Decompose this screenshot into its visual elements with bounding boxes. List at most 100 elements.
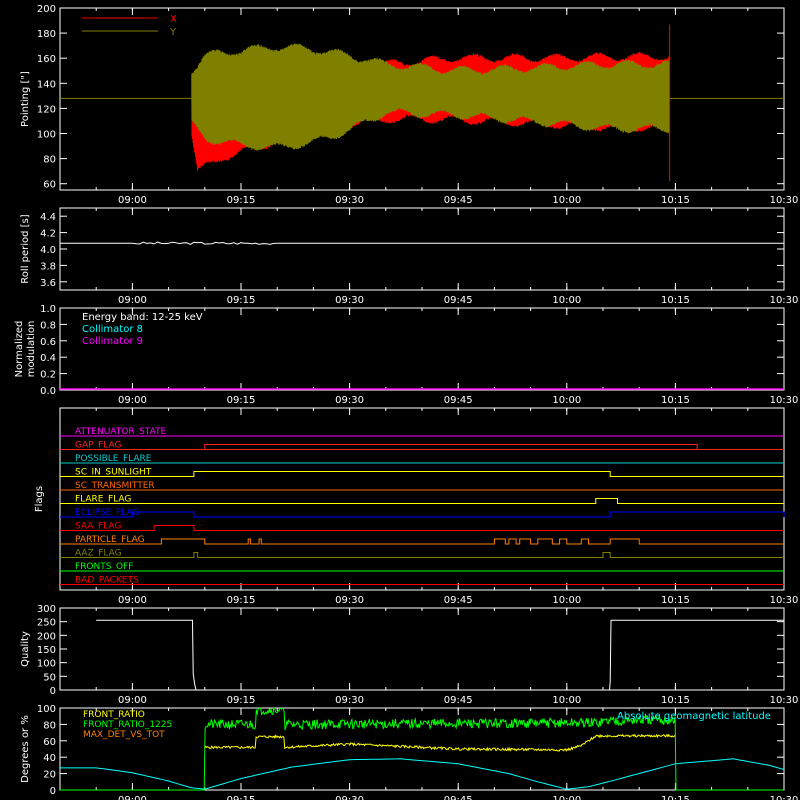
degrees-time-label: 09:15	[227, 795, 256, 800]
roll_period-time-label: 10:00	[552, 295, 581, 306]
flags-y-label-text: Flags	[34, 486, 45, 512]
front-ratio-1225-line	[60, 707, 784, 791]
degrees-y-tick-label: 80	[43, 720, 56, 731]
roll_period-y-tick-label: 4.4	[40, 212, 56, 223]
quality-y-tick-label: 250	[37, 618, 56, 629]
pointing-y-label-text: Pointing ["]	[20, 71, 31, 127]
flag-line-gap-flag	[60, 444, 784, 450]
degrees-time-label: 10:30	[770, 795, 799, 800]
flag-line-flare-flag	[60, 498, 784, 504]
modulation-y-tick-label: 0.8	[40, 320, 56, 331]
quality-y-tick-label: 150	[37, 645, 56, 656]
roll_period-y-label: Roll period [s]	[20, 214, 31, 283]
flag-label-sc-in-sunlight: SC_IN_SUNLIGHT	[75, 468, 152, 478]
modulation-time-label: 09:30	[335, 395, 364, 406]
modulation-y-label: Normalized modulation	[14, 321, 37, 378]
pointing-y-tick-label: 180	[37, 29, 56, 40]
quality-y-label-text: Quality	[20, 631, 31, 667]
degrees-time-label: 10:00	[552, 795, 581, 800]
degrees-legend-label: FRONT_RATIO_1225	[83, 720, 172, 730]
flag-line-saa-flag	[60, 525, 784, 531]
quality-y-tick-label: 300	[37, 604, 56, 615]
degrees-y-label-text: Degrees or %	[20, 715, 31, 783]
flag-label-bad-packets: BAD_PACKETS	[75, 576, 139, 586]
flag-label-fronts-off: FRONTS_OFF	[75, 562, 133, 572]
pointing-y-tick-label: 140	[37, 79, 56, 90]
roll_period-frame	[59, 207, 785, 291]
quality-line	[96, 619, 784, 691]
pointing-time-label: 10:15	[661, 195, 690, 206]
flag-label-attenuator-state: ATTENUATOR_STATE	[75, 427, 167, 437]
flag-label-gap-flag: GAP_FLAG	[75, 441, 121, 451]
roll-period-line	[60, 241, 784, 245]
roll_period-y-tick-label: 4.0	[40, 245, 56, 256]
modulation-annotation: Collimator 9	[82, 336, 143, 347]
flag-line-particle-flag	[60, 538, 784, 545]
modulation-annotation: Collimator 8	[82, 324, 143, 335]
pointing-time-label: 09:15	[227, 195, 256, 206]
panel-quality: 09:00 09:15 09:30 09:45 10:00 10:15 10:30 0 50 10…	[37, 604, 799, 706]
flags-time-label: 09:45	[444, 595, 473, 606]
degrees-time-label: 09:45	[444, 795, 473, 800]
latitude-line	[60, 758, 785, 790]
latitude-annotation: Absolute geomagnetic latitude	[617, 711, 771, 722]
pointing-y-tick-label: 200	[37, 4, 56, 15]
pointing-time-label: 09:30	[335, 195, 364, 206]
front-ratio-line	[204, 733, 676, 752]
roll_period-time-label: 09:45	[444, 295, 473, 306]
modulation-y-tick-label: 0.4	[40, 353, 56, 364]
pointing-y-tick-label: 60	[43, 180, 56, 191]
quality-y-tick-label: 50	[43, 672, 56, 683]
roll_period-time-label: 09:15	[227, 295, 256, 306]
modulation-y-tick-label: 0.6	[40, 337, 56, 348]
flag-line-aaz-flag	[60, 552, 784, 558]
degrees-time-label: 09:00	[118, 795, 147, 800]
quality-time-label: 09:15	[227, 695, 256, 706]
quality-time-label: 10:30	[770, 695, 799, 706]
degrees-time-label: 10:15	[661, 795, 690, 800]
degrees-y-tick-label: 20	[43, 770, 56, 781]
quality-y-tick-label: 100	[37, 659, 56, 670]
modulation-time-label: 09:00	[118, 395, 147, 406]
legend-label-x: X	[170, 14, 177, 25]
quality-time-label: 10:15	[661, 695, 690, 706]
flag-label-saa-flag: SAA_FLAG	[75, 522, 121, 532]
flags-frame	[59, 407, 785, 591]
pointing-time-label: 09:45	[444, 195, 473, 206]
degrees-legend-label: MAX_DET_VS_TOT	[83, 730, 165, 740]
degrees-y-tick-label: 0	[50, 786, 56, 797]
degrees-time-label: 09:30	[335, 795, 364, 800]
pointing-y-label: Pointing ["]	[20, 71, 31, 127]
quality-y-tick-label: 200	[37, 631, 56, 642]
pointing-time-label: 10:00	[552, 195, 581, 206]
flag-label-particle-flag: PARTICLE_FLAG	[75, 535, 145, 545]
flag-label-possible-flare: POSSIBLE_FLARE	[75, 454, 152, 464]
modulation-time-label: 10:00	[552, 395, 581, 406]
flag-line-eclipse-flag	[60, 511, 785, 518]
roll_period-y-label-text: Roll period [s]	[20, 214, 31, 283]
flags-time-label: 09:15	[227, 595, 256, 606]
roll_period-time-label: 09:30	[335, 295, 364, 306]
pointing-time-label: 10:30	[770, 195, 799, 206]
legend-label-y: Y	[169, 27, 177, 38]
flags-time-label: 09:30	[335, 595, 364, 606]
pointing-time-label: 09:00	[118, 195, 147, 206]
roll_period-y-tick-label: 3.8	[40, 261, 56, 272]
modulation-time-label: 09:15	[227, 395, 256, 406]
quality-y-tick-label: 0	[50, 686, 56, 697]
flag-line-sc-in-sunlight	[60, 471, 784, 477]
modulation-annotation: Energy band: 12-25 keV	[82, 312, 203, 323]
roll_period-y-tick-label: 3.6	[40, 278, 56, 289]
degrees-y-label: Degrees or %	[20, 715, 31, 783]
roll_period-time-label: 10:30	[770, 295, 799, 306]
pointing-y-tick-label: 80	[43, 155, 56, 166]
modulation-time-label: 10:15	[661, 395, 690, 406]
modulation-y-label-line: modulation	[26, 321, 37, 378]
degrees-y-tick-label: 100	[37, 704, 56, 715]
degrees-y-tick-label: 60	[43, 737, 56, 748]
pointing-y-tick-label: 160	[37, 54, 56, 65]
quality-time-label: 10:00	[552, 695, 581, 706]
modulation-time-label: 09:45	[444, 395, 473, 406]
degrees-legend-label: FRONT_RATIO	[83, 710, 145, 720]
